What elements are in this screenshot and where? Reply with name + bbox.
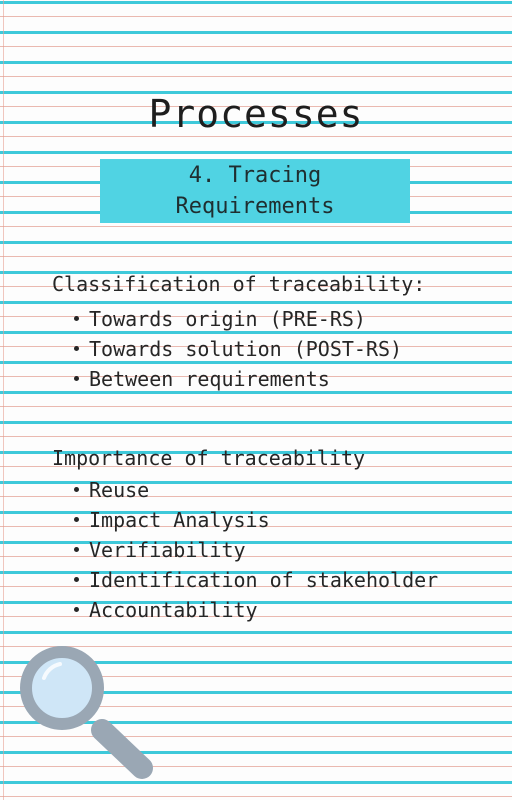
red-rule-line: [0, 376, 512, 377]
bullet-icon: [74, 376, 79, 381]
list-item: Impact Analysis: [74, 505, 438, 535]
red-rule-line: [0, 406, 512, 407]
importance-heading: Importance of traceability: [52, 446, 366, 470]
red-rule-line: [0, 616, 512, 617]
magnifier-icon: [20, 646, 153, 779]
red-rule-line: [0, 46, 512, 47]
section-banner: 4. Tracing Requirements: [100, 159, 410, 223]
list-item: Identification of stakeholder: [74, 565, 438, 595]
list-item: Verifiability: [74, 535, 438, 565]
red-rule-line: [0, 316, 512, 317]
red-rule-line: [0, 226, 512, 227]
list-item: Reuse: [74, 475, 438, 505]
list-item: Towards solution (POST-RS): [74, 334, 402, 364]
list-item: Between requirements: [74, 364, 402, 394]
red-rule-line: [0, 556, 512, 557]
red-rule-line: [0, 736, 512, 737]
red-rule-line: [0, 646, 512, 647]
importance-list: Reuse Impact Analysis Verifiability Iden…: [74, 475, 438, 625]
red-rule-line: [0, 106, 512, 107]
classification-list: Towards origin (PRE-RS) Towards solution…: [74, 304, 402, 394]
red-rule-line: [0, 526, 512, 527]
red-rule-line: [0, 136, 512, 137]
red-rule-line: [0, 346, 512, 347]
red-rule-line: [0, 676, 512, 677]
red-rule-line: [0, 436, 512, 437]
red-rule-line: [0, 466, 512, 467]
list-item: Towards origin (PRE-RS): [74, 304, 402, 334]
bullet-icon: [74, 577, 79, 582]
classification-heading: Classification of traceability:: [52, 272, 426, 296]
red-rule-line: [0, 76, 512, 77]
list-item: Accountability: [74, 595, 438, 625]
red-rule-line: [0, 766, 512, 767]
red-rule-line: [0, 496, 512, 497]
red-rule-line: [0, 586, 512, 587]
bullet-icon: [74, 346, 79, 351]
red-rule-line: [0, 256, 512, 257]
bullet-icon: [74, 316, 79, 321]
banner-text: 4. Tracing Requirements: [175, 163, 335, 219]
bullet-icon: [74, 517, 79, 522]
margin-rule: [3, 0, 4, 800]
red-rule-line: [0, 796, 512, 797]
red-rule-line: [0, 286, 512, 287]
bullet-icon: [74, 607, 79, 612]
red-rule-line: [0, 16, 512, 17]
bullet-icon: [74, 547, 79, 552]
red-rule-line: [0, 706, 512, 707]
page-title: Processes: [148, 92, 364, 136]
bullet-icon: [74, 487, 79, 492]
